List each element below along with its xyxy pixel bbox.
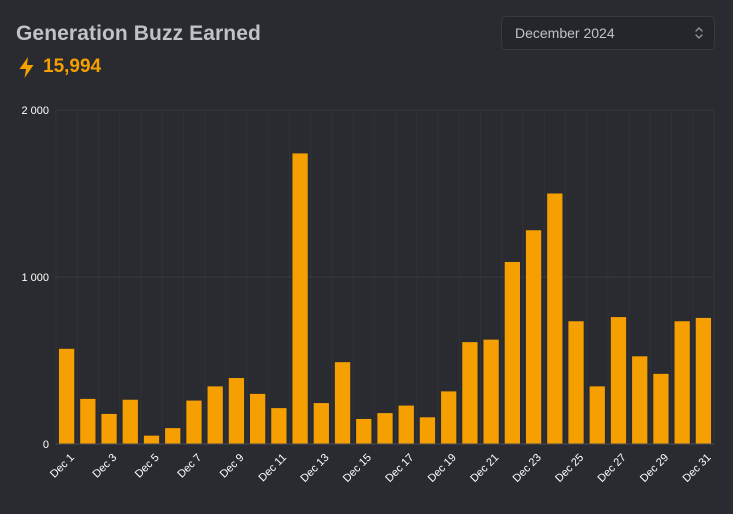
card-title: Generation Buzz Earned	[16, 22, 261, 45]
x-tick-label: Dec 9	[218, 452, 247, 481]
bar	[441, 391, 457, 444]
bar	[356, 418, 372, 444]
bar	[398, 405, 414, 444]
bar	[292, 153, 308, 445]
bar	[228, 378, 245, 444]
bar	[186, 400, 202, 444]
bar	[271, 408, 287, 444]
month-select[interactable]: December 2024	[501, 16, 715, 50]
y-tick-label: 0	[43, 439, 49, 451]
buzz-total-value: 15,994	[43, 56, 102, 77]
bar	[504, 261, 520, 444]
bar	[419, 417, 436, 444]
bar	[143, 435, 160, 444]
bar	[547, 193, 563, 444]
bar	[589, 386, 605, 444]
x-tick-label: Dec 13	[298, 452, 331, 485]
bar	[525, 230, 542, 444]
bar	[334, 362, 351, 444]
bar	[674, 321, 690, 444]
x-tick-label: Dec 3	[90, 452, 119, 481]
x-tick-label: Dec 11	[257, 452, 290, 485]
lightning-bolt-icon	[18, 56, 35, 78]
chevron-up-down-icon	[694, 26, 704, 43]
bar	[165, 428, 181, 444]
bar	[250, 393, 266, 444]
x-tick-label: Dec 5	[133, 452, 162, 481]
x-tick-label: Dec 1	[48, 452, 77, 481]
x-tick-label: Dec 31	[680, 452, 713, 485]
bar	[58, 348, 75, 444]
x-tick-label: Dec 7	[175, 452, 204, 481]
bar	[695, 317, 712, 444]
x-tick-label: Dec 19	[426, 452, 459, 485]
bar	[377, 413, 393, 444]
x-tick-label: Dec 27	[596, 452, 629, 485]
grid-lines	[55, 109, 715, 445]
bar	[80, 398, 96, 444]
x-tick-label: Dec 21	[468, 452, 501, 485]
bar	[483, 339, 499, 445]
x-tick-label: Dec 15	[341, 452, 374, 485]
bar	[610, 317, 627, 444]
bar	[207, 386, 223, 444]
month-select-value: December 2024	[515, 25, 615, 41]
x-tick-label: Dec 29	[638, 452, 671, 485]
bar	[101, 413, 117, 444]
bar	[653, 373, 669, 444]
bars	[58, 153, 712, 445]
bar	[122, 399, 138, 444]
buzz-total: 15,994	[18, 56, 101, 78]
bar	[568, 321, 584, 444]
y-tick-label: 1 000	[21, 272, 49, 284]
bar	[632, 356, 648, 444]
bar	[313, 403, 329, 444]
x-tick-label: Dec 23	[511, 452, 544, 485]
x-tick-label: Dec 17	[383, 452, 416, 485]
bar	[462, 342, 478, 444]
y-tick-label: 2 000	[21, 105, 49, 117]
x-tick-label: Dec 25	[553, 452, 586, 485]
